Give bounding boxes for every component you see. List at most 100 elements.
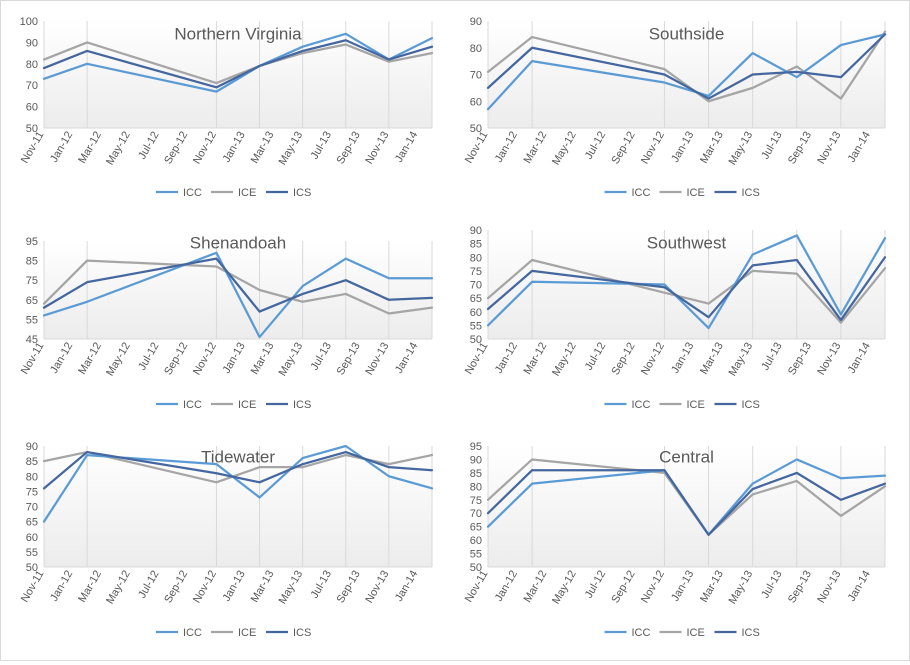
x-tick-label: Nov-13	[815, 130, 843, 167]
chart-title: Central	[659, 447, 714, 466]
x-tick-label: May-12	[104, 341, 133, 379]
x-tick-label: May-12	[550, 569, 579, 607]
x-tick-label: Nov-13	[363, 130, 391, 167]
x-tick-label: May-13	[277, 341, 306, 379]
series-line-ics	[42, 39, 434, 89]
plot-area	[488, 230, 885, 339]
x-tick-label: Nov-11	[19, 341, 47, 377]
x-tick-label: Nov-12	[191, 130, 219, 167]
y-tick-label: 90	[470, 454, 482, 466]
x-tick-label: Jan-13	[669, 130, 696, 165]
x-tick-label: May-13	[277, 130, 306, 168]
y-tick-label: 70	[470, 508, 482, 520]
legend-label-ics: ICS	[742, 399, 760, 411]
y-tick-label: 75	[26, 275, 38, 287]
x-tick-label: Mar-13	[249, 569, 277, 605]
legend-label-ice: ICE	[687, 399, 705, 411]
plot-area	[488, 446, 885, 567]
x-tick-label: Sep-13	[786, 569, 814, 606]
chart-title: Tidewater	[201, 447, 275, 466]
x-tick-label: Jul-12	[136, 341, 161, 373]
y-tick-label: 55	[26, 314, 38, 326]
x-tick-label: Nov-12	[191, 569, 219, 606]
series-line-ics	[42, 450, 434, 490]
legend-label-icc: ICC	[632, 399, 651, 411]
x-tick-label: Jul-12	[583, 341, 608, 373]
x-tick-label: Jul-12	[136, 569, 161, 601]
y-tick-label: 70	[470, 70, 482, 82]
x-tick-label: Nov-13	[363, 341, 391, 378]
chart-panel-2: 50 60 70 80 90 Nov-11 Jan-12 Mar-12 May-12 Jul-12…	[463, 16, 887, 199]
x-tick-label: Jul-13	[309, 341, 334, 373]
x-tick-label: Nov-11	[19, 130, 47, 166]
y-tick-label: 60	[470, 307, 482, 319]
y-tick-label: 45	[26, 334, 38, 346]
series-line-ics	[486, 256, 887, 322]
legend-label-ice: ICE	[687, 627, 705, 639]
legend-label-icc: ICC	[183, 399, 202, 411]
y-tick-label: 90	[26, 441, 38, 453]
y-tick-label: 95	[470, 441, 482, 453]
y-tick-label: 90	[470, 225, 482, 237]
legend-label-ice: ICE	[687, 187, 705, 199]
legend-label-ics: ICS	[742, 187, 760, 199]
x-tick-label: Jan-12	[48, 341, 75, 376]
x-tick-label: May-13	[277, 569, 306, 607]
y-tick-label: 65	[26, 295, 38, 307]
x-tick-label: Jan-12	[48, 569, 75, 604]
x-tick-label: Mar-13	[698, 569, 726, 605]
x-tick-label: Nov-13	[363, 569, 391, 606]
y-tick-label: 80	[470, 252, 482, 264]
x-tick-label: Sep-12	[610, 569, 638, 606]
legend: ICC ICE ICS	[604, 399, 760, 411]
y-tick-label: 85	[26, 456, 38, 468]
chart-title: Northern Virginia	[174, 24, 302, 43]
legend: ICC ICE ICS	[604, 187, 760, 199]
y-tick-label: 70	[26, 502, 38, 514]
x-tick-label: Jan-14	[846, 569, 873, 604]
y-tick-label: 85	[26, 256, 38, 268]
x-tick-label: May-12	[550, 341, 579, 379]
legend: ICC ICE ICS	[604, 627, 760, 639]
y-tick-label: 90	[470, 16, 482, 28]
x-tick-label: Mar-12	[76, 569, 104, 605]
y-tick-label: 60	[26, 532, 38, 544]
y-tick-label: 85	[470, 468, 482, 480]
x-tick-label: Mar-13	[249, 130, 277, 166]
x-tick-label: Jan-12	[493, 130, 520, 165]
series-line-ics	[486, 469, 887, 536]
x-tick-label: Nov-12	[191, 341, 219, 378]
y-tick-label: 55	[26, 547, 38, 559]
series-line-ice	[486, 258, 887, 324]
plot-area	[44, 241, 432, 339]
x-tick-label: Nov-13	[815, 341, 843, 378]
x-tick-label: Sep-12	[162, 569, 190, 606]
y-tick-label: 60	[470, 96, 482, 108]
x-tick-label: Mar-12	[522, 569, 550, 605]
x-tick-label: May-12	[550, 130, 579, 168]
legend-label-ice: ICE	[238, 399, 256, 411]
y-tick-label: 50	[470, 562, 482, 574]
x-tick-label: Jan-13	[221, 130, 248, 165]
y-tick-label: 90	[26, 37, 38, 49]
x-tick-label: Jan-14	[393, 341, 420, 376]
y-tick-label: 55	[470, 320, 482, 332]
legend-label-icc: ICC	[632, 627, 651, 639]
y-tick-label: 65	[470, 522, 482, 534]
y-tick-label: 95	[26, 236, 38, 248]
x-tick-label: Mar-12	[76, 130, 104, 166]
x-tick-label: Jul-13	[309, 130, 334, 162]
x-tick-label: Jan-12	[493, 341, 520, 376]
x-tick-label: Jan-13	[221, 569, 248, 604]
y-tick-label: 60	[26, 102, 38, 114]
x-tick-label: Jan-14	[393, 569, 420, 604]
x-tick-label: Jul-12	[583, 569, 608, 601]
y-tick-label: 80	[470, 481, 482, 493]
x-tick-label: Sep-12	[610, 341, 638, 378]
y-tick-label: 85	[470, 239, 482, 251]
x-tick-label: Jul-13	[759, 569, 784, 601]
y-tick-label: 60	[470, 535, 482, 547]
x-tick-label: Mar-13	[249, 341, 277, 377]
x-tick-label: Jan-12	[493, 569, 520, 604]
